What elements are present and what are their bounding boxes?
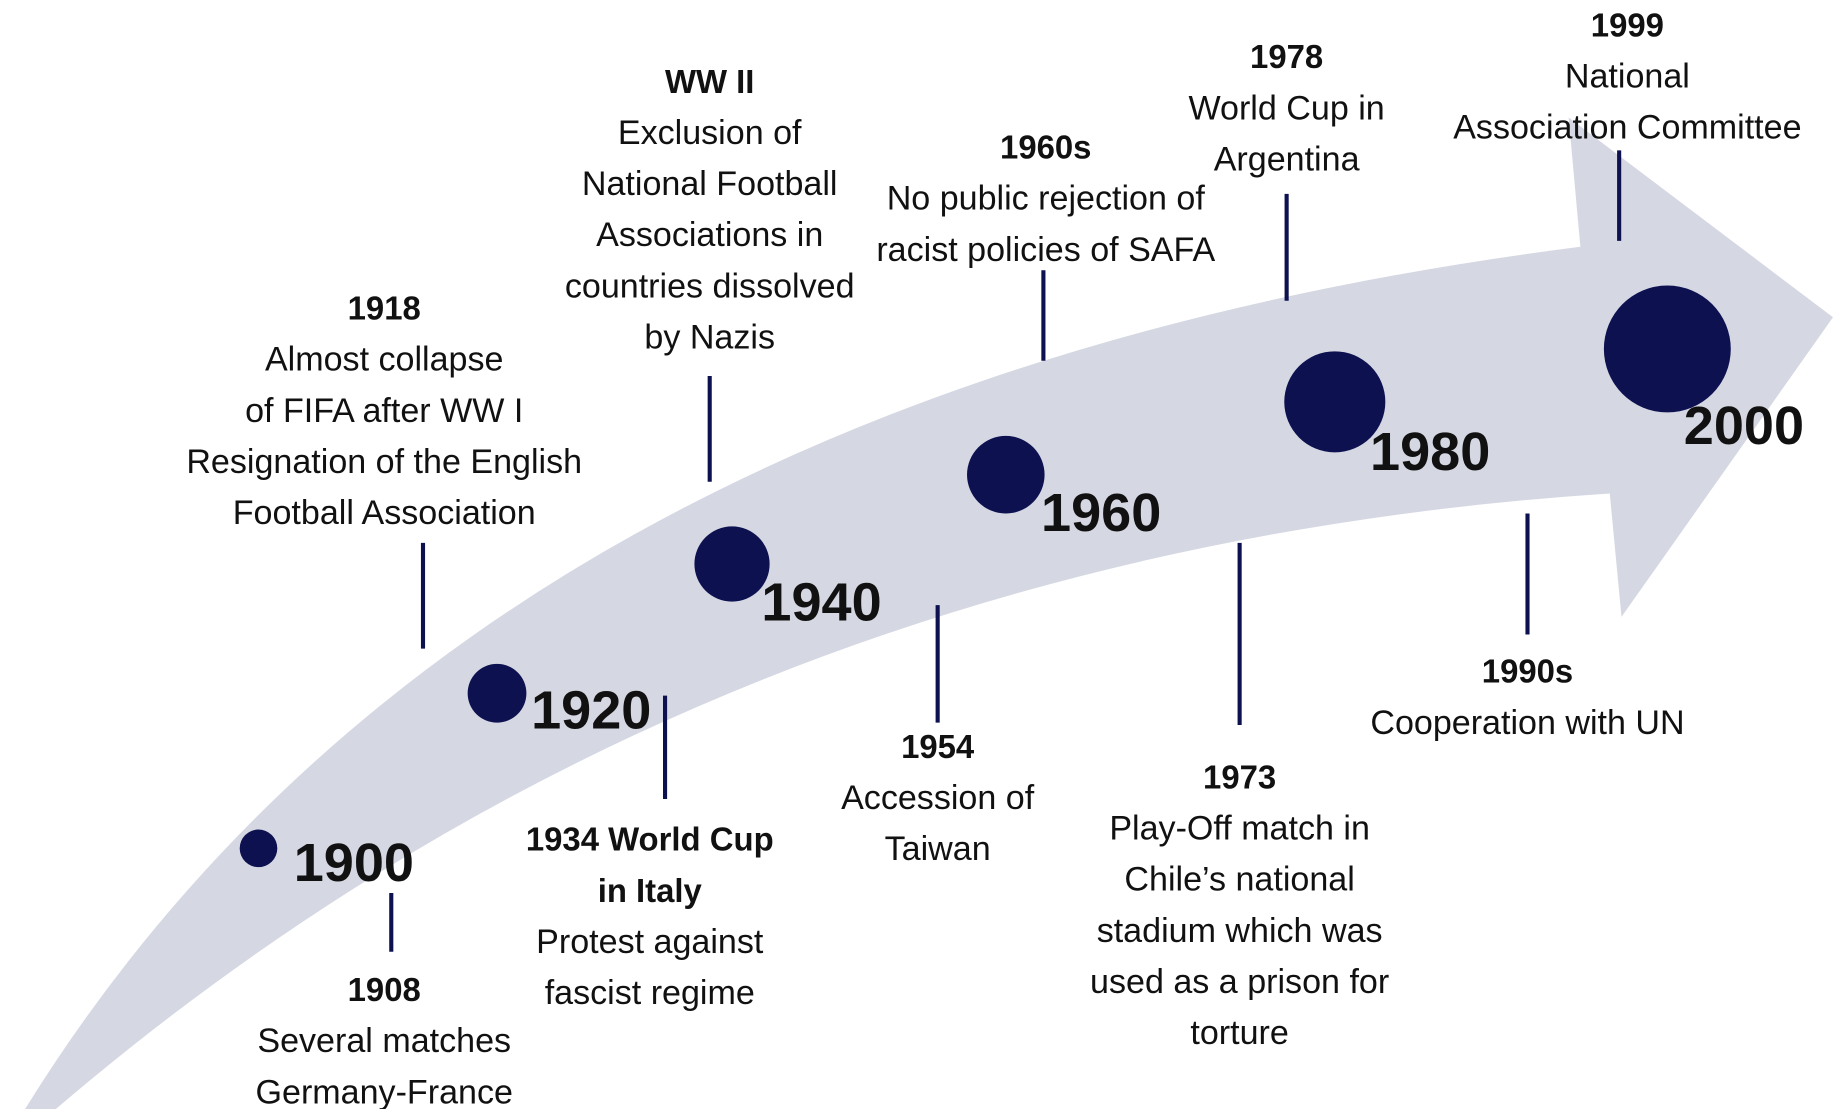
- event-title: WW II: [665, 63, 754, 100]
- event-text: Football Association: [233, 494, 536, 532]
- event-text: of FIFA after WW I: [245, 392, 523, 430]
- event-title: 1960s: [1000, 129, 1091, 166]
- decade-label: 1960: [1041, 483, 1161, 543]
- event-title: 1954: [901, 728, 975, 765]
- event-text: Argentina: [1214, 140, 1360, 178]
- milestone-dot: [1603, 285, 1731, 413]
- event-text: National: [1565, 58, 1690, 96]
- decade-label: 1940: [761, 572, 881, 632]
- event-text: Association Committee: [1453, 109, 1801, 147]
- event-text: No public rejection of: [887, 180, 1206, 218]
- milestone-dot: [1284, 351, 1386, 453]
- event-text: Play-Off match in: [1109, 810, 1370, 848]
- milestone-dot: [467, 663, 527, 723]
- event-text: Chile’s national: [1124, 861, 1354, 899]
- event-title: 1973: [1203, 758, 1276, 795]
- event-text: by Nazis: [644, 318, 775, 356]
- event-title: 1990s: [1482, 653, 1573, 690]
- event-text: Germany-France: [256, 1073, 513, 1109]
- event-text: Accession of: [841, 779, 1035, 817]
- event-title: in Italy: [598, 872, 703, 909]
- decade-label: 2000: [1684, 396, 1804, 456]
- event-text: racist policies of SAFA: [876, 231, 1215, 269]
- event-title: 1999: [1591, 6, 1664, 43]
- decade-label: 1980: [1370, 422, 1490, 482]
- event-text: torture: [1190, 1014, 1288, 1052]
- event-title: 1934 World Cup: [526, 821, 774, 858]
- milestone-dot: [694, 526, 770, 602]
- arrow: [25, 117, 1833, 1109]
- event-title: 1908: [348, 971, 421, 1008]
- event-text: countries dissolved: [565, 267, 855, 305]
- event-title: 1978: [1250, 38, 1323, 75]
- event-text: Exclusion of: [618, 114, 802, 152]
- event-text: Cooperation with UN: [1370, 704, 1684, 742]
- event-text: World Cup in: [1188, 89, 1384, 127]
- event-text: fascist regime: [545, 974, 755, 1012]
- event-text: Protest against: [536, 923, 764, 961]
- event-text: Resignation of the English: [186, 443, 582, 481]
- event-text: stadium which was: [1097, 912, 1383, 950]
- event-title: 1918: [348, 290, 421, 327]
- event-text: Taiwan: [885, 830, 991, 868]
- event-text: used as a prison for: [1090, 963, 1389, 1001]
- decade-label: 1900: [294, 833, 414, 893]
- event-text: National Football: [582, 165, 838, 203]
- event-text: Associations in: [596, 216, 823, 254]
- event-text: Several matches: [257, 1022, 511, 1060]
- milestone-dot: [239, 829, 278, 868]
- timeline-group: 1900 1920 1940 1960 1980 2000 1908 Several matc…: [25, 6, 1833, 1109]
- event-text: Almost collapse: [265, 341, 504, 379]
- decade-label: 1920: [531, 680, 651, 740]
- milestone-dot: [967, 435, 1045, 514]
